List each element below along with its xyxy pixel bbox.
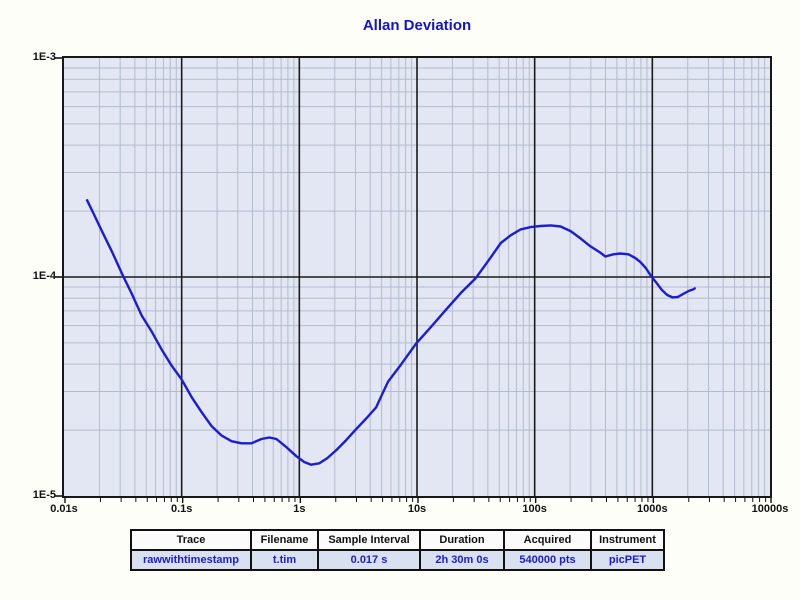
x-tick-label: 100s xyxy=(522,503,547,515)
allan-deviation-plot xyxy=(64,58,770,496)
header-trace: Trace xyxy=(130,529,252,551)
plot-area xyxy=(62,56,772,498)
x-tick-label: 10s xyxy=(407,503,427,515)
cell-filename: t.tim xyxy=(250,549,319,571)
trace-info-table: Trace Filename Sample Interval Duration … xyxy=(130,529,665,571)
cell-acquired: 540000 pts xyxy=(503,549,592,571)
cell-instrument: picPET xyxy=(590,549,665,571)
header-duration: Duration xyxy=(419,529,505,551)
x-axis-minor-ticks xyxy=(64,498,772,503)
chart-title: Allan Deviation xyxy=(362,17,472,34)
y-tick-label: 1E-5 xyxy=(32,489,56,501)
header-instrument: Instrument xyxy=(590,529,665,551)
x-tick-label: 0.1s xyxy=(170,503,193,515)
trace-table-data-row: rawwithtimestamp t.tim 0.017 s 2h 30m 0s… xyxy=(130,549,665,571)
x-tick-label: 1s xyxy=(293,503,306,515)
y-axis-major-ticks xyxy=(55,57,62,497)
header-sample-interval: Sample Interval xyxy=(317,529,421,551)
cell-sample-interval: 0.017 s xyxy=(317,549,421,571)
x-tick-label: 1000s xyxy=(637,503,668,515)
x-tick-label: 10000s xyxy=(751,503,789,515)
trace-table-header-row: Trace Filename Sample Interval Duration … xyxy=(130,529,665,551)
y-tick-label: 1E-4 xyxy=(32,270,56,282)
cell-duration: 2h 30m 0s xyxy=(419,549,505,571)
header-acquired: Acquired xyxy=(503,529,592,551)
cell-trace: rawwithtimestamp xyxy=(130,549,252,571)
header-filename: Filename xyxy=(250,529,319,551)
y-tick-label: 1E-3 xyxy=(32,51,56,63)
allan-deviation-curve xyxy=(85,199,696,466)
x-tick-label: 0.01s xyxy=(50,503,78,515)
